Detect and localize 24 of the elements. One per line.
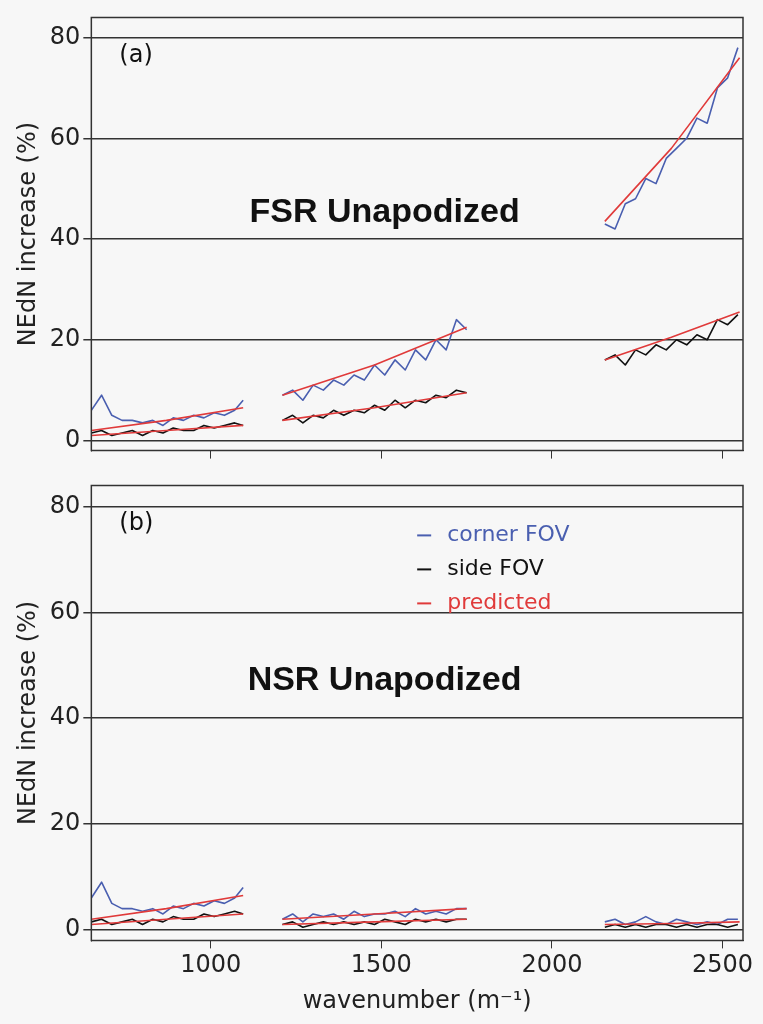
y-tick-label: 40: [49, 223, 81, 252]
x-tick-label: 2000: [521, 950, 583, 979]
y-tick-label: 60: [49, 122, 81, 151]
legend-label: predicted: [447, 589, 552, 615]
annotation: FSR Unapodized: [249, 190, 520, 229]
legend-label: corner FOV: [447, 521, 570, 547]
x-tick-label: 2500: [691, 950, 754, 979]
y-tick-label: 80: [49, 21, 81, 50]
x-tick-label: 1500: [350, 950, 412, 979]
annotation: (a): [119, 39, 153, 68]
y-axis-title: NEdN increase (%): [12, 121, 41, 347]
y-tick-label: 40: [49, 702, 81, 731]
y-tick-label: 20: [49, 808, 81, 837]
annotation: NSR Unapodized: [247, 658, 522, 697]
x-axis-title: wavenumber (m⁻¹): [302, 985, 532, 1014]
y-tick-label: 60: [49, 596, 81, 625]
legend-label: side FOV: [447, 555, 544, 581]
y-tick-label: 0: [65, 424, 81, 453]
y-tick-label: 80: [49, 490, 81, 519]
y-tick-label: 0: [65, 914, 81, 943]
annotation: (b): [119, 507, 154, 536]
y-axis-title: NEdN increase (%): [12, 600, 41, 826]
x-tick-label: 1000: [180, 950, 242, 979]
y-tick-label: 20: [49, 324, 81, 353]
